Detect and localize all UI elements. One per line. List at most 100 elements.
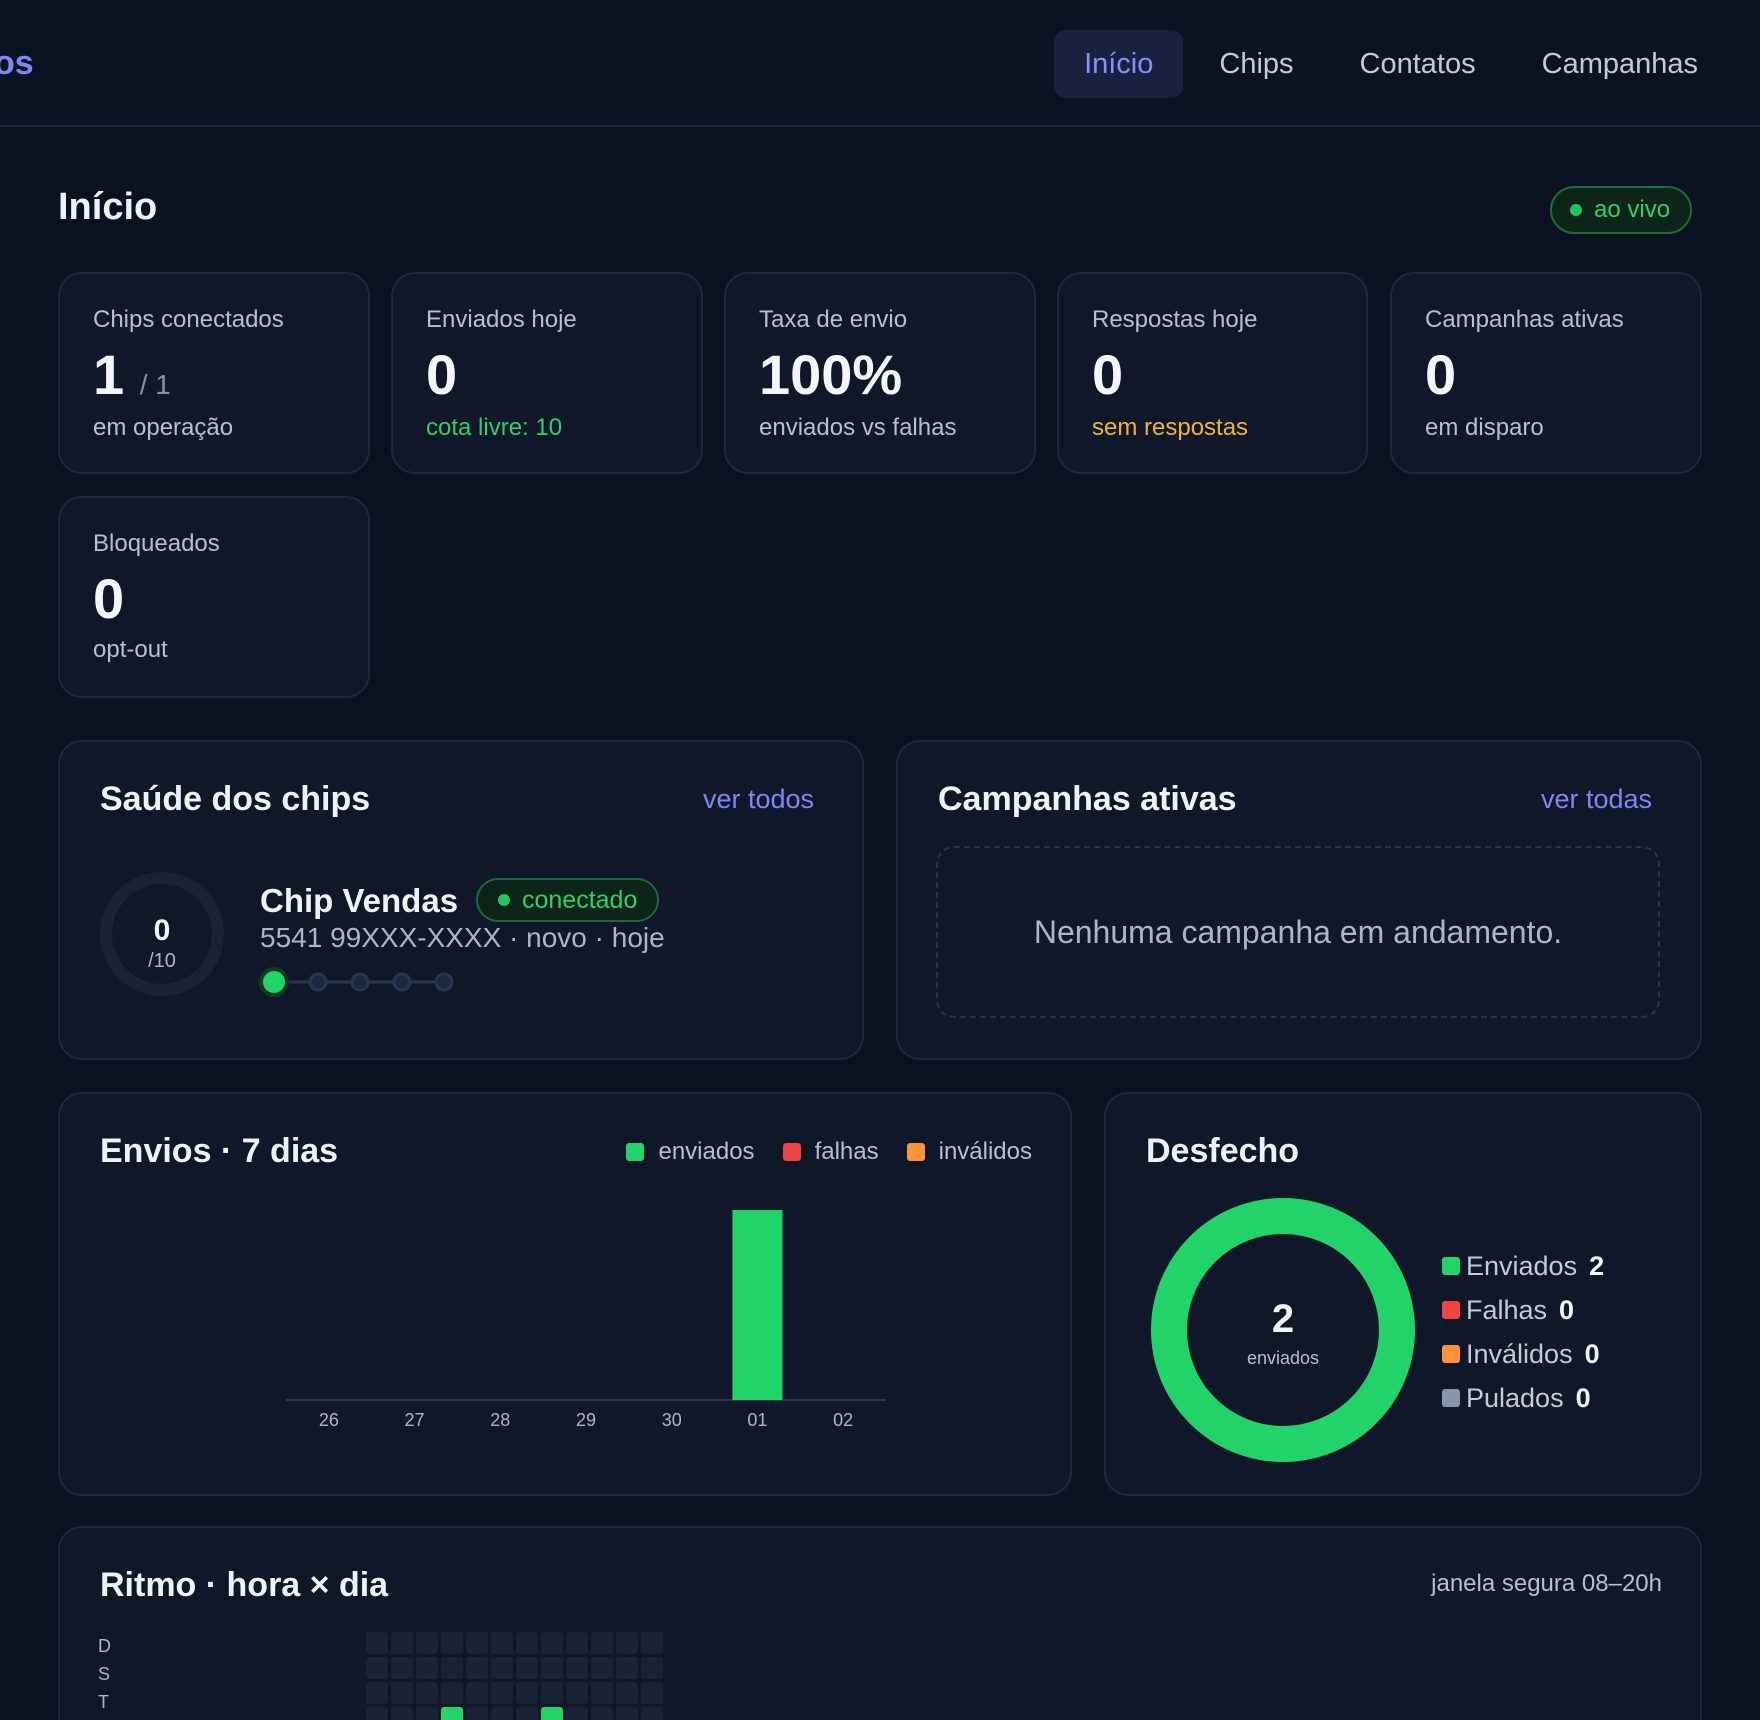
legend-row: Pulados 0 [1442, 1376, 1604, 1420]
top-bar: os Início Chips Contatos Campanhas [0, 0, 1760, 127]
heatmap-cell [641, 1707, 663, 1720]
chip-name[interactable]: Chip Vendas [260, 882, 459, 919]
heatmap-cell [391, 1632, 413, 1654]
legend-value: 0 [1559, 1294, 1575, 1325]
heatmap-cell [366, 1707, 388, 1720]
chips-health-card: Saúde dos chips ver todos 0 /10 Chip Ven… [58, 740, 864, 1060]
card-title: Ritmo · hora × dia [100, 1566, 389, 1604]
stat-number: 1 [93, 343, 125, 406]
heatmap-cell [391, 1682, 413, 1704]
stat-card-chips: Chips conectados 1 / 1 em operação [58, 272, 370, 474]
heatmap-cell [541, 1682, 563, 1704]
heatmap-cell [366, 1657, 388, 1679]
see-all-campaigns-link[interactable]: ver todas [1540, 784, 1652, 814]
stat-card-taxa: Taxa de envio 100% enviados vs falhas [724, 272, 1036, 474]
day-label: D [98, 1636, 111, 1656]
main-nav: Início Chips Contatos Campanhas [1054, 30, 1728, 98]
active-campaigns-card: Campanhas ativas ver todas Nenhuma campa… [896, 740, 1702, 1060]
heatmap-cell [491, 1657, 513, 1679]
heatmap-cell [566, 1707, 588, 1720]
stat-value: 1 / 1 [93, 342, 171, 407]
legend-label: Falhas [1466, 1294, 1548, 1325]
heatmap-cell [591, 1707, 613, 1720]
stat-card-respostas: Respostas hoje 0 sem respostas [1057, 272, 1368, 474]
tab-chips[interactable]: Chips [1219, 47, 1294, 80]
warmup-step [350, 972, 370, 992]
bar-enviados[interactable] [732, 1210, 783, 1400]
heatmap-cell [441, 1657, 463, 1679]
heatmap-cell [566, 1657, 588, 1679]
x-tick-label: 28 [490, 1410, 510, 1430]
tab-contatos[interactable]: Contatos [1359, 47, 1476, 80]
rhythm-card: Ritmo · hora × dia janela segura 08–20h … [58, 1526, 1702, 1720]
heatmap-cell [441, 1707, 463, 1720]
heatmap-cell [541, 1632, 563, 1654]
heatmap-cell [441, 1632, 463, 1654]
heatmap-cell [466, 1682, 488, 1704]
outcome-card: Desfecho 2 enviados Enviados 2 Falhas 0 In… [1104, 1092, 1702, 1496]
stat-suffix: / 1 [139, 369, 171, 400]
stat-card-campanhas: Campanhas ativas 0 em disparo [1390, 272, 1702, 474]
heatmap-cell [466, 1657, 488, 1679]
chip-status-label: conectado [522, 885, 638, 914]
heatmap-cell [566, 1682, 588, 1704]
heatmap-cell [366, 1632, 388, 1654]
warmup-step [434, 972, 454, 992]
heatmap-cell [366, 1682, 388, 1704]
legend-label: falhas [814, 1138, 879, 1165]
brand-logo[interactable]: os [0, 44, 34, 82]
heatmap-cell [641, 1632, 663, 1654]
x-tick-label: 29 [576, 1410, 596, 1430]
sends-chart-card: Envios · 7 dias enviados falhas inválido… [58, 1092, 1072, 1496]
heatmap-cell [591, 1657, 613, 1679]
stat-label: Enviados hoje [426, 306, 577, 333]
legend-value: 2 [1589, 1250, 1605, 1281]
heatmap-cell [591, 1632, 613, 1654]
legend-label: Inválidos [1466, 1338, 1573, 1369]
stat-sub: sem respostas [1092, 414, 1249, 441]
stat-value: 0 [426, 343, 458, 406]
heatmap-cell [516, 1657, 538, 1679]
legend-label: Pulados [1466, 1382, 1564, 1413]
day-label: S [98, 1664, 111, 1684]
rhythm-note: janela segura 08–20h [1431, 1570, 1662, 1597]
heatmap-cell [616, 1632, 638, 1654]
chip-meta: 5541 99XXX-XXXX · novo · hoje [260, 922, 665, 953]
rhythm-heatmap [366, 1632, 663, 1720]
legend-swatch-enviados [626, 1143, 645, 1161]
legend-label: inválidos [938, 1138, 1032, 1165]
legend-row: Falhas 0 [1442, 1288, 1604, 1332]
legend-value: 0 [1575, 1382, 1591, 1413]
heatmap-cell [541, 1657, 563, 1679]
card-title: Envios · 7 dias [100, 1132, 339, 1170]
heatmap-cell [516, 1682, 538, 1704]
empty-state: Nenhuma campanha em andamento. [936, 846, 1660, 1018]
heatmap-cell [491, 1707, 513, 1720]
card-title: Saúde dos chips [100, 780, 371, 818]
legend-swatch-invalidos [906, 1143, 925, 1161]
tab-campanhas[interactable]: Campanhas [1541, 47, 1698, 80]
warmup-step [308, 972, 328, 992]
donut-center-value: 2 [1272, 1297, 1294, 1341]
heatmap-cell [416, 1682, 438, 1704]
heatmap-cell [616, 1682, 638, 1704]
stat-label: Chips conectados [93, 306, 284, 333]
outcome-donut: 2 enviados [1151, 1198, 1415, 1462]
stat-label: Campanhas ativas [1425, 306, 1624, 333]
heatmap-cell [416, 1707, 438, 1720]
tab-inicio[interactable]: Início [1054, 30, 1184, 98]
warmup-steps [259, 967, 454, 997]
heatmap-cell [566, 1632, 588, 1654]
legend-label: Enviados [1466, 1250, 1578, 1281]
stat-value: 0 [93, 567, 125, 630]
donut-slice-enviados[interactable] [1151, 1198, 1415, 1462]
chart-legend: enviados falhas inválidos [626, 1138, 1032, 1166]
card-title: Campanhas ativas [938, 780, 1237, 818]
heatmap-cell [641, 1657, 663, 1679]
day-label: T [98, 1692, 109, 1712]
x-tick-label: 26 [319, 1410, 339, 1430]
stat-sub: em disparo [1425, 414, 1544, 441]
heatmap-cell [491, 1632, 513, 1654]
see-all-chips-link[interactable]: ver todos [702, 784, 814, 814]
donut-center-label: enviados [1247, 1348, 1319, 1368]
